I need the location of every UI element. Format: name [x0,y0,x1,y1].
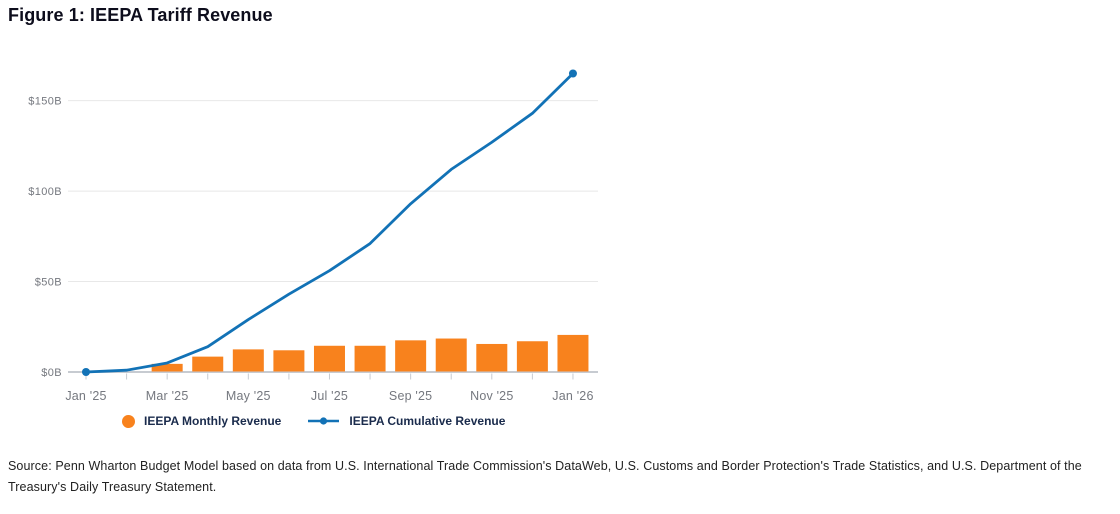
bar-Aug--25[interactable] [354,345,386,372]
legend-line-marker-icon [308,417,340,425]
bar-Apr--25[interactable] [192,356,224,372]
revenue-chart[interactable]: $0B $50B $100B $150B Jan '25 Mar '25 May '25 Ju… [0,0,620,408]
bar-Dec--25[interactable] [516,341,548,372]
legend-label: IEEPA Cumulative Revenue [349,414,506,428]
legend-item-monthly[interactable]: IEEPA Monthly Revenue [122,414,281,428]
bar-Nov--25[interactable] [476,343,508,372]
bar-Sep--25[interactable] [395,340,427,372]
legend-circle-marker-icon [122,414,135,428]
x-axis-label: Mar '25 [146,389,189,403]
legend-label: IEEPA Monthly Revenue [144,414,282,428]
x-axis-label: Jan '26 [552,389,593,403]
x-axis-label: Nov '25 [470,389,513,403]
legend-item-cumulative[interactable]: IEEPA Cumulative Revenue [307,414,505,428]
bar-Jun--25[interactable] [273,350,305,372]
y-axis-label: $0B [41,367,62,379]
bar-Jan--26[interactable] [557,334,589,372]
bar-Mar--25[interactable] [151,363,183,372]
x-axis-label: Sep '25 [389,389,432,403]
bar-Oct--25[interactable] [435,338,467,372]
x-axis-label: May '25 [226,389,271,403]
figure-title: Figure 1: IEEPA Tariff Revenue [8,5,273,25]
bar-May--25[interactable] [232,349,264,372]
y-axis-label: $100B [28,186,62,198]
line-end-point[interactable] [568,69,577,78]
x-axis-label: Jan '25 [65,389,106,403]
cumulative-revenue-line[interactable] [84,72,575,374]
chart-legend: IEEPA Monthly Revenue IEEPA Cumulative Re… [122,410,505,432]
y-axis-label: $150B [28,96,62,108]
bar-Jul--25[interactable] [313,345,345,372]
line-start-point[interactable] [82,368,90,376]
x-axis-label: Jul '25 [311,389,348,403]
source-note: Source: Penn Wharton Budget Model based … [8,459,1082,494]
y-axis-label: $50B [35,277,62,289]
